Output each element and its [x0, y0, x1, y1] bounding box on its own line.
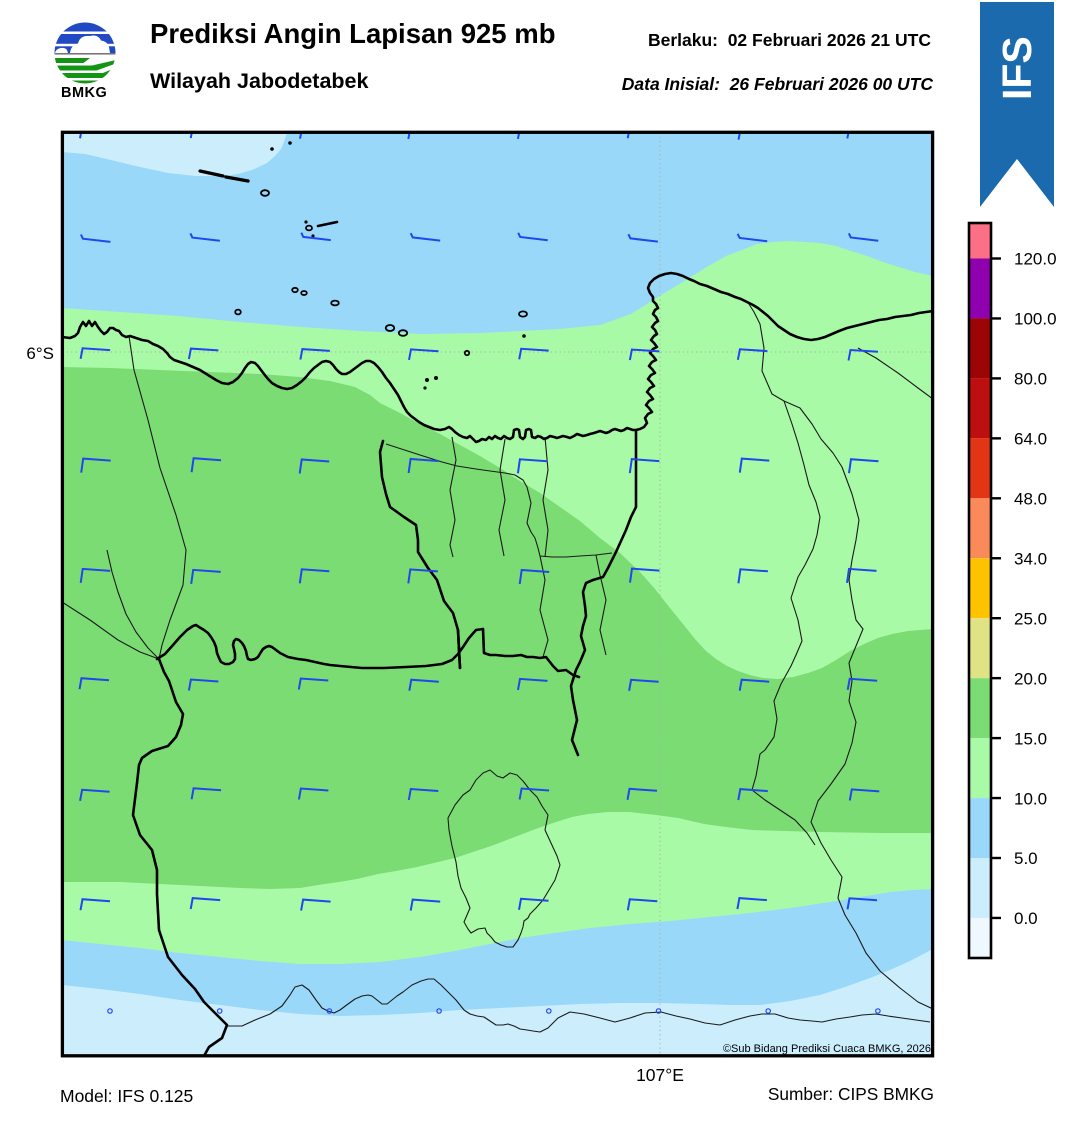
svg-text:20.0: 20.0 — [1014, 669, 1047, 688]
svg-text:0.0: 0.0 — [1014, 909, 1038, 928]
svg-text:10.0: 10.0 — [1014, 789, 1047, 808]
svg-text:48.0: 48.0 — [1014, 490, 1047, 509]
svg-text:34.0: 34.0 — [1014, 549, 1047, 568]
svg-text:15.0: 15.0 — [1014, 729, 1047, 748]
svg-text:Berlaku: 02 Februari 2026 21: Berlaku: 02 Februari 2026 21 UTC — [648, 30, 931, 50]
svg-text:64.0: 64.0 — [1014, 430, 1047, 449]
svg-text:80.0: 80.0 — [1014, 370, 1047, 389]
svg-text:©Sub Bidang Prediksi Cuaca BMK: ©Sub Bidang Prediksi Cuaca BMKG, 2026 — [723, 1043, 931, 1055]
svg-text:Data Inisial: 26 Februari 202: Data Inisial: 26 Februari 2026 00 UTC — [622, 74, 934, 94]
svg-text:6°S: 6°S — [26, 344, 54, 363]
svg-text:120.0: 120.0 — [1014, 250, 1057, 269]
svg-text:Model: IFS 0.125: Model: IFS 0.125 — [60, 1086, 193, 1106]
svg-text:Sumber: CIPS BMKG: Sumber: CIPS BMKG — [768, 1084, 934, 1104]
svg-text:25.0: 25.0 — [1014, 609, 1047, 628]
svg-text:Wilayah Jabodetabek: Wilayah Jabodetabek — [150, 69, 369, 93]
svg-text:107°E: 107°E — [636, 1065, 684, 1085]
svg-text:100.0: 100.0 — [1014, 310, 1057, 329]
svg-text:IFS: IFS — [994, 36, 1040, 100]
svg-text:5.0: 5.0 — [1014, 849, 1038, 868]
svg-text:Prediksi Angin Lapisan 925 mb: Prediksi Angin Lapisan 925 mb — [150, 18, 556, 49]
svg-text:BMKG: BMKG — [61, 85, 107, 101]
